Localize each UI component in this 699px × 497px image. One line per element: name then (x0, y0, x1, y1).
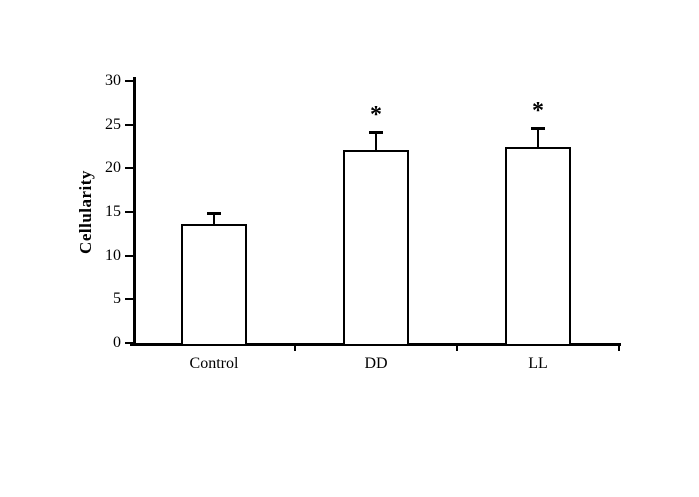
y-tick-label: 0 (113, 334, 121, 351)
y-axis-tick (125, 211, 133, 213)
y-tick-label: 30 (105, 72, 121, 89)
y-axis-line (133, 77, 136, 346)
x-category-label: DD (364, 355, 388, 372)
x-axis-tick (456, 345, 458, 351)
y-axis-tick (125, 254, 133, 257)
y-tick-label: 10 (105, 246, 121, 264)
x-axis-tick (618, 345, 620, 351)
significance-marker: * (532, 98, 544, 125)
y-axis-tick (125, 298, 133, 301)
y-axis-tick (125, 123, 133, 126)
y-axis-tick (125, 342, 133, 344)
x-category-label: Control (189, 355, 239, 372)
error-bar-stem (213, 212, 215, 227)
y-axis-tick (125, 167, 133, 170)
y-tick-label: 25 (105, 115, 121, 133)
y-tick-label: 5 (113, 290, 121, 308)
error-bar-cap (207, 211, 221, 215)
error-bar-stem (375, 131, 377, 152)
x-category-label: LL (528, 355, 548, 372)
x-axis-tick (294, 345, 296, 351)
error-bar-stem (537, 128, 539, 150)
y-tick-label: 20 (105, 159, 121, 177)
bar (343, 149, 409, 346)
y-axis-tick (125, 80, 133, 82)
significance-marker: * (370, 101, 382, 128)
y-tick-label: 15 (105, 203, 121, 220)
bar (505, 147, 571, 346)
error-bar-cap (531, 127, 545, 131)
bar (181, 224, 247, 346)
error-bar-cap (369, 130, 383, 134)
